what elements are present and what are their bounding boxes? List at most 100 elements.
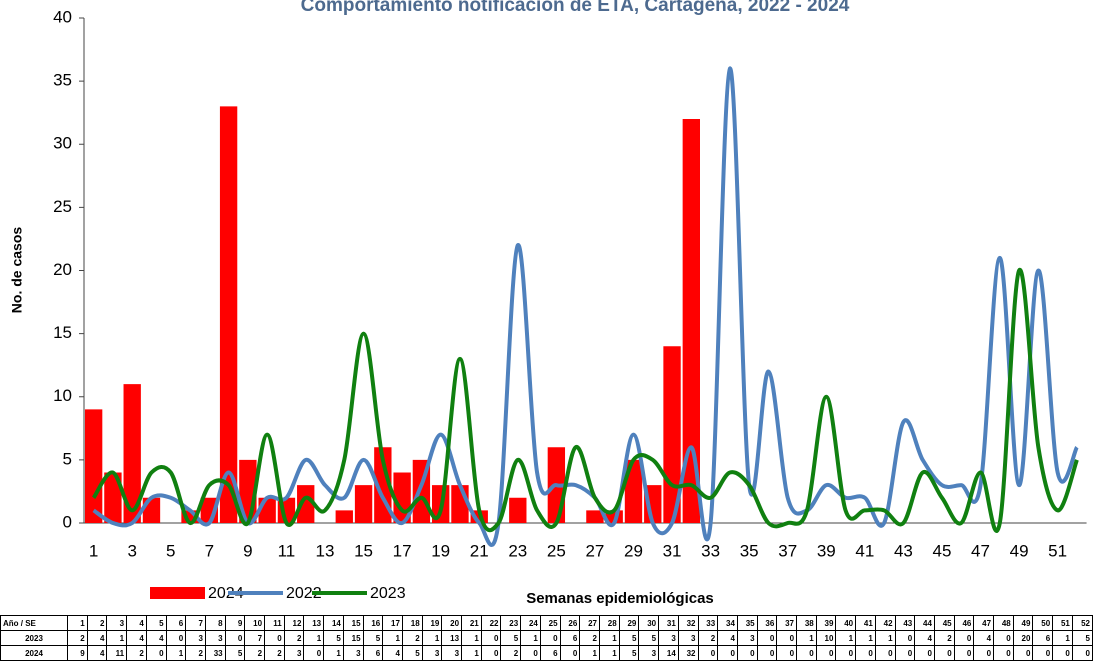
table-cell: 1 <box>461 630 482 646</box>
table-header-cell: 46 <box>953 615 975 631</box>
table-cell: 3 <box>204 630 226 646</box>
table-cell: 0 <box>855 645 876 661</box>
table-row: Año / SE 1 2 3 4 5 6 7 8 9 10 11 12 13 14 15 16 17 18 19 20 2… <box>0 615 1093 631</box>
table-header-cell: 9 <box>224 615 246 631</box>
table-cell: 0 <box>697 645 719 661</box>
table-cell: 0 <box>264 630 285 646</box>
table-cell: 2 <box>933 630 955 646</box>
table-cell: 0 <box>756 630 778 646</box>
table-header-cell: 4 <box>126 615 147 631</box>
table-header-cell: 11 <box>264 615 285 631</box>
y-tick-label: 40 <box>53 7 72 26</box>
table-header-cell: 3 <box>106 615 128 631</box>
y-tick-label: 15 <box>53 323 72 342</box>
table-header-cell: 10 <box>244 615 266 631</box>
x-tick-label: 41 <box>855 541 874 560</box>
table-cell: 7 <box>244 630 266 646</box>
table-header-cell: 37 <box>776 615 798 631</box>
table-row-label: 2023 <box>0 630 68 646</box>
table-header-cell: 33 <box>697 615 719 631</box>
table-cell: 0 <box>815 645 837 661</box>
bar <box>219 106 238 523</box>
table-cell: 5 <box>618 630 640 646</box>
table-cell: 0 <box>165 630 187 646</box>
table-cell: 1 <box>796 630 817 646</box>
table-cell: 3 <box>421 645 443 661</box>
table-header-cell: 1 <box>67 615 88 631</box>
table-cell: 4 <box>914 630 935 646</box>
table-cell: 0 <box>776 645 798 661</box>
table-header-cell: 22 <box>480 615 502 631</box>
table-cell: 3 <box>441 645 463 661</box>
table-cell: 0 <box>993 630 1014 646</box>
bar <box>104 472 122 523</box>
table-cell: 1 <box>106 630 128 646</box>
table-header-cell: 14 <box>323 615 344 631</box>
table-cell: 1 <box>165 645 187 661</box>
table-header-cell: 31 <box>658 615 679 631</box>
table-cell: 5 <box>638 630 660 646</box>
table-header-cell: 41 <box>855 615 876 631</box>
x-tick-label: 37 <box>778 541 797 560</box>
bar <box>451 485 469 523</box>
table-header-cell: 2 <box>86 615 108 631</box>
x-tick-label: 19 <box>431 541 450 560</box>
table-cell: 0 <box>539 630 561 646</box>
x-tick-label: 51 <box>1048 541 1067 560</box>
table-header-cell: 52 <box>1071 615 1093 631</box>
table-cell: 5 <box>224 645 246 661</box>
legend-label: 2022 <box>286 585 322 602</box>
table-cell: 0 <box>894 630 916 646</box>
table-cell: 6 <box>362 645 384 661</box>
x-tick-label: 39 <box>817 541 836 560</box>
table-header-cell: 26 <box>559 615 581 631</box>
table-cell: 2 <box>401 630 423 646</box>
bar <box>624 459 643 523</box>
data-table: Año / SE 1 2 3 4 5 6 7 8 9 10 11 12 13 14 15 16 17 18 19 20 2… <box>0 615 1093 661</box>
table-cell: 0 <box>145 645 167 661</box>
table-cell: 0 <box>559 645 581 661</box>
table-header-cell: 24 <box>520 615 541 631</box>
table-cell: 1 <box>323 645 344 661</box>
table-header-cell: 35 <box>736 615 758 631</box>
table-cell: 0 <box>756 645 778 661</box>
table-cell: 6 <box>1032 630 1054 646</box>
table-cell: 0 <box>1052 645 1073 661</box>
table-header-cell: 29 <box>618 615 640 631</box>
bar <box>297 485 315 523</box>
table-header-cell: 27 <box>579 615 600 631</box>
table-cell: 5 <box>362 630 384 646</box>
table-cell: 11 <box>106 645 128 661</box>
bar <box>509 497 527 523</box>
table-cell: 4 <box>86 645 108 661</box>
table-cell: 2 <box>500 645 522 661</box>
table-cell: 6 <box>559 630 581 646</box>
table-cell: 0 <box>480 630 502 646</box>
x-tick-label: 29 <box>624 541 643 560</box>
x-tick-label: 43 <box>894 541 913 560</box>
y-axis-label: No. de casos <box>9 227 25 314</box>
table-cell: 32 <box>677 645 699 661</box>
x-tick-label: 27 <box>585 541 604 560</box>
x-tick-label: 47 <box>971 541 990 560</box>
table-header-cell: 50 <box>1032 615 1054 631</box>
table-cell: 0 <box>914 645 935 661</box>
table-cell: 0 <box>796 645 817 661</box>
y-tick-label: 25 <box>53 197 72 216</box>
table-row: 2023 2 4 1 4 4 0 3 3 0 7 0 2 1 5 15 5 1 2 1 13 1 0 5 1 0 6 2 1 5 5 3 3 2 4… <box>0 630 1093 646</box>
table-cell: 3 <box>677 630 699 646</box>
table-header-cell: 36 <box>756 615 778 631</box>
legend-label: 2023 <box>370 585 406 602</box>
legend-swatch <box>150 587 205 599</box>
table-cell: 4 <box>382 645 403 661</box>
line <box>91 268 1079 533</box>
table-cell: 0 <box>973 645 995 661</box>
table-header-cell: 47 <box>973 615 995 631</box>
table-header-cell: 49 <box>1012 615 1034 631</box>
table-header-cell: 5 <box>145 615 167 631</box>
table-header-cell: 43 <box>894 615 916 631</box>
x-tick-label: 21 <box>470 541 489 560</box>
table-header-cell: 21 <box>461 615 482 631</box>
table-cell: 4 <box>126 630 147 646</box>
